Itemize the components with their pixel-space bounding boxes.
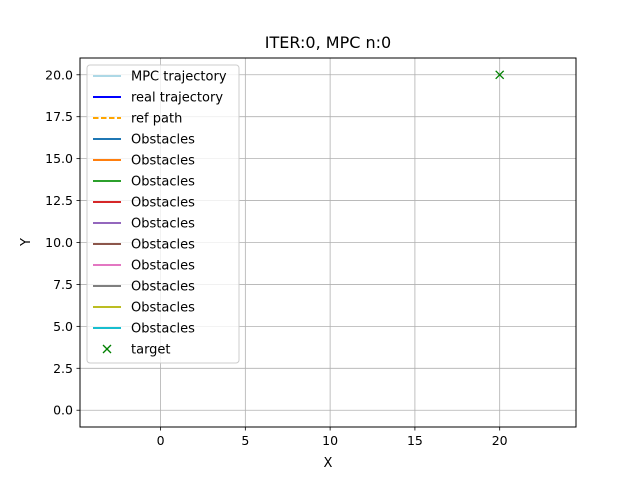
- legend-label: Obstacles: [131, 217, 195, 232]
- y-tick-label: 2.5: [53, 361, 73, 376]
- legend-item: Obstacles: [93, 238, 195, 253]
- legend-label: ref path: [131, 112, 182, 127]
- x-tick-label: 20: [492, 433, 508, 448]
- y-axis-label: Y: [19, 238, 34, 247]
- y-tick-label: 15.0: [45, 151, 73, 166]
- legend-marker: [102, 344, 112, 354]
- axes-frame: [79, 57, 577, 428]
- legend: MPC trajectory real trajectory ref path Obs…: [86, 64, 240, 364]
- legend-item: ref path: [93, 112, 182, 127]
- y-tick-label: 12.5: [45, 193, 73, 208]
- legend-label: Obstacles: [131, 301, 195, 316]
- legend-label: Obstacles: [131, 175, 195, 190]
- x-tick-labels: 0 5 10 15 20: [157, 433, 508, 448]
- legend-label: Obstacles: [131, 322, 195, 337]
- y-tick-label: 5.0: [53, 319, 73, 334]
- y-tick-label: 20.0: [45, 67, 73, 82]
- legend-item: Obstacles: [93, 196, 195, 211]
- legend-label: real trajectory: [131, 91, 223, 106]
- legend-item: Obstacles: [93, 154, 195, 169]
- legend-item: Obstacles: [93, 217, 195, 232]
- legend-item: Obstacles: [93, 175, 195, 190]
- legend-item: Obstacles: [93, 301, 195, 316]
- tick-marks: [76, 74, 501, 431]
- x-tick-label: 0: [157, 433, 165, 448]
- legend-label: Obstacles: [131, 133, 195, 148]
- legend-item: Obstacles: [93, 259, 195, 274]
- target-marker-stroke: [495, 70, 505, 80]
- x-tick-label: 5: [241, 433, 249, 448]
- legend-item: real trajectory: [93, 91, 223, 106]
- legend-label: MPC trajectory: [131, 70, 227, 85]
- legend-label: Obstacles: [131, 196, 195, 211]
- legend-item: Obstacles: [93, 280, 195, 295]
- x-tick-label: 15: [407, 433, 423, 448]
- legend-box: [86, 64, 240, 364]
- y-tick-label: 0.0: [53, 403, 73, 418]
- legend-item: Obstacles: [93, 133, 195, 148]
- legend-label: Obstacles: [131, 238, 195, 253]
- chart-title: ITER:0, MPC n:0: [265, 33, 391, 52]
- legend-label: Obstacles: [131, 280, 195, 295]
- x-axis-label: X: [324, 456, 333, 471]
- legend-label: target: [131, 343, 171, 358]
- y-tick-label: 17.5: [45, 109, 73, 124]
- data-markers: [495, 70, 505, 80]
- y-tick-labels: 0.0 2.5 5.0 7.5 10.0 12.5 15.0 17.5 20.0: [45, 67, 73, 417]
- legend-item: Obstacles: [93, 322, 195, 337]
- legend-item: target: [102, 343, 171, 358]
- y-tick-label: 7.5: [53, 277, 73, 292]
- x-tick-label: 10: [322, 433, 338, 448]
- target-marker: [495, 70, 505, 80]
- legend-label: Obstacles: [131, 154, 195, 169]
- legend-label: Obstacles: [131, 259, 195, 274]
- y-tick-label: 10.0: [45, 235, 73, 250]
- legend-item: MPC trajectory: [93, 70, 227, 85]
